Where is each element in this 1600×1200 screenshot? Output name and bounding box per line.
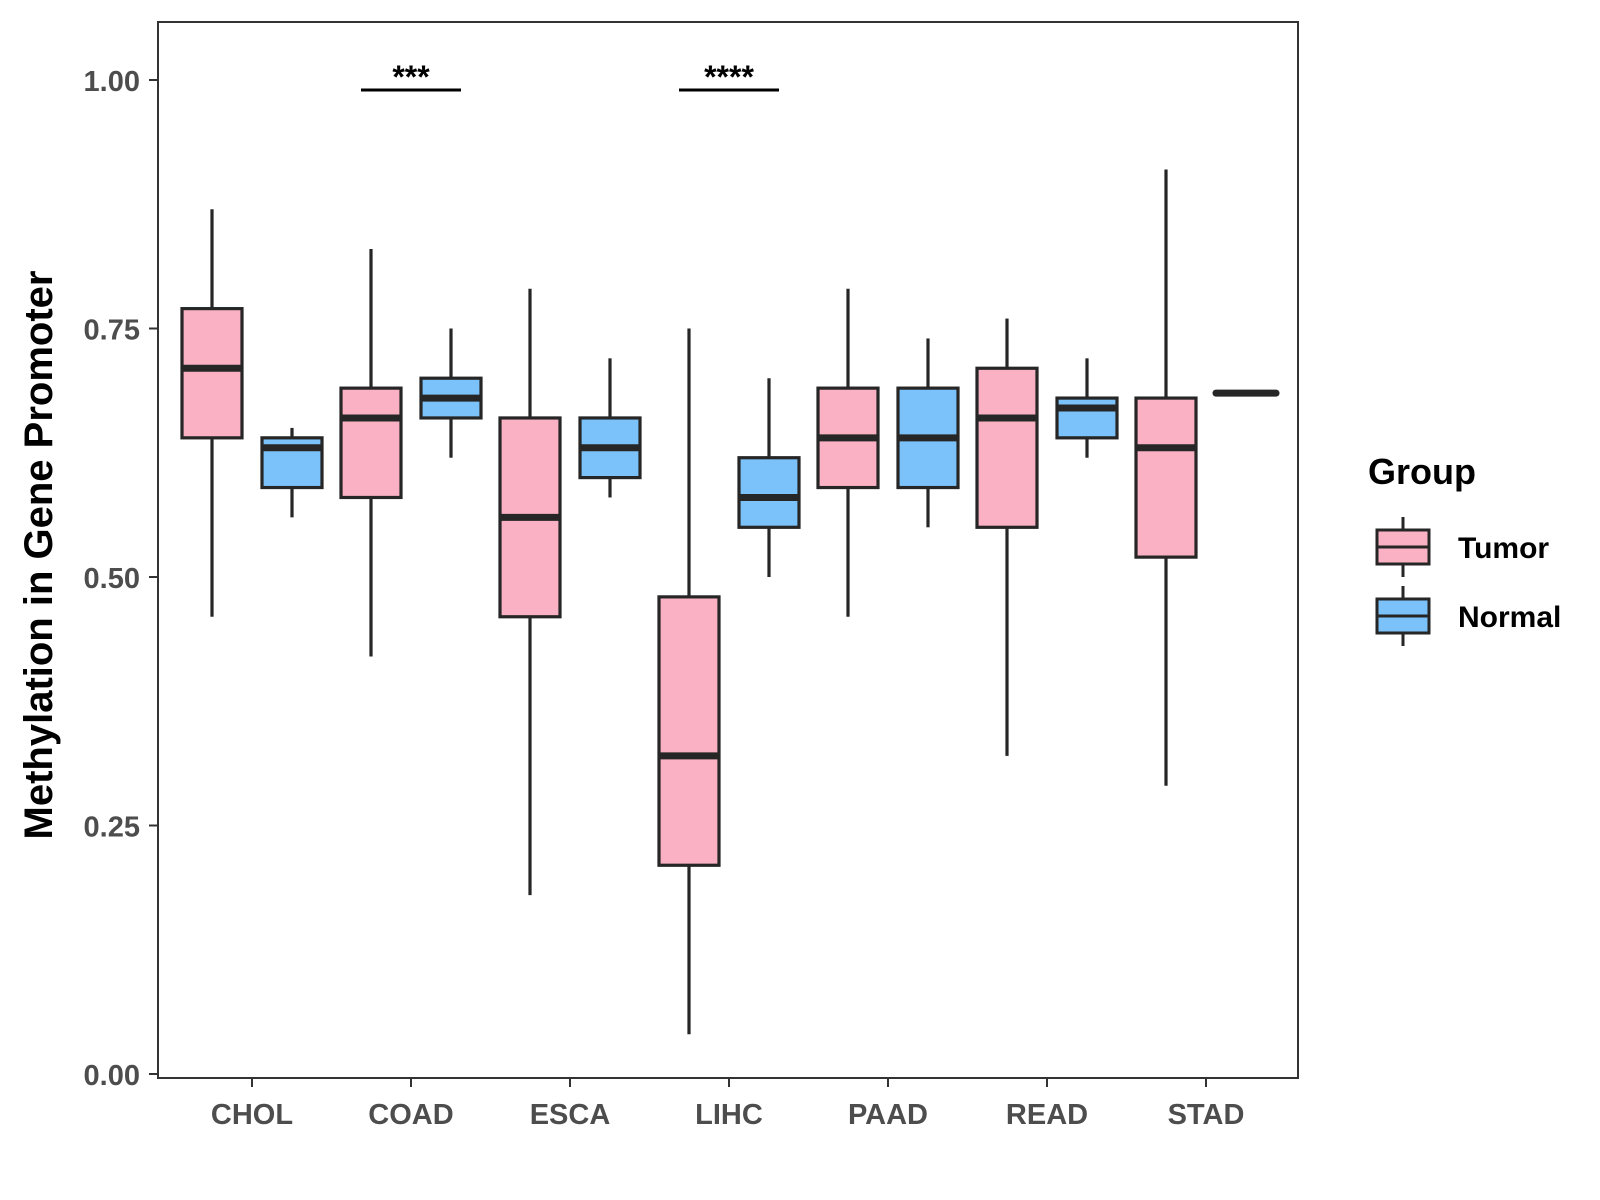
box-normal-lihc (737, 378, 801, 577)
legend-label: Normal (1458, 601, 1561, 634)
x-tick-label: PAAD (848, 1099, 928, 1131)
box-tumor-chol (180, 209, 244, 617)
box-tumor-coad (339, 248, 403, 657)
legend-title: Group (1368, 451, 1476, 492)
box-normal-read (1055, 358, 1119, 458)
x-tick-label: ESCA (530, 1099, 611, 1131)
x-tick-label: STAD (1168, 1099, 1245, 1131)
box-normal-paad (896, 338, 960, 528)
significance-label: *** (392, 59, 430, 95)
box-tumor-lihc (657, 328, 721, 1035)
iqr-box (975, 366, 1039, 529)
legend-item-normal: Normal (1375, 586, 1561, 646)
box-normal-coad (419, 328, 483, 458)
y-tick-label: 0.50 (84, 563, 140, 595)
x-axis: CHOL COAD ESCA LIHC PAAD READ STAD (211, 1078, 1244, 1131)
x-tick-label: COAD (368, 1099, 453, 1131)
iqr-box (737, 456, 801, 529)
legend-item-tumor: Tumor (1375, 517, 1549, 577)
iqr-box (1134, 396, 1198, 559)
legend-label: Tumor (1458, 532, 1549, 565)
significance-lihc: **** (679, 59, 779, 95)
y-tick-label: 1.00 (84, 66, 140, 98)
significance-coad: *** (361, 59, 461, 95)
box-tumor-esca (498, 288, 562, 896)
x-tick-label: LIHC (695, 1099, 763, 1131)
box-normal-esca (578, 358, 642, 498)
y-tick-label: 0.75 (84, 315, 140, 347)
y-axis-title: Methylation in Gene Promoter (17, 271, 61, 840)
iqr-box (339, 386, 403, 500)
significance-label: **** (704, 59, 754, 95)
x-tick-label: CHOL (211, 1099, 293, 1131)
iqr-box (1055, 396, 1119, 440)
x-tick-label: READ (1006, 1099, 1088, 1131)
y-axis: 0.00 0.25 0.50 0.75 1.00 (84, 66, 158, 1092)
box-tumor-read (975, 318, 1039, 756)
legend: Group Tumor Normal (1368, 451, 1561, 646)
y-tick-label: 0.00 (84, 1060, 140, 1092)
box-tumor-paad (816, 288, 880, 617)
iqr-box (180, 307, 244, 440)
y-tick-label: 0.25 (84, 812, 140, 844)
boxes (180, 169, 1280, 1035)
box-normal-chol (260, 427, 324, 518)
significance-annotations: *** **** (361, 59, 779, 95)
iqr-box (657, 595, 721, 867)
box-tumor-stad (1134, 169, 1198, 786)
